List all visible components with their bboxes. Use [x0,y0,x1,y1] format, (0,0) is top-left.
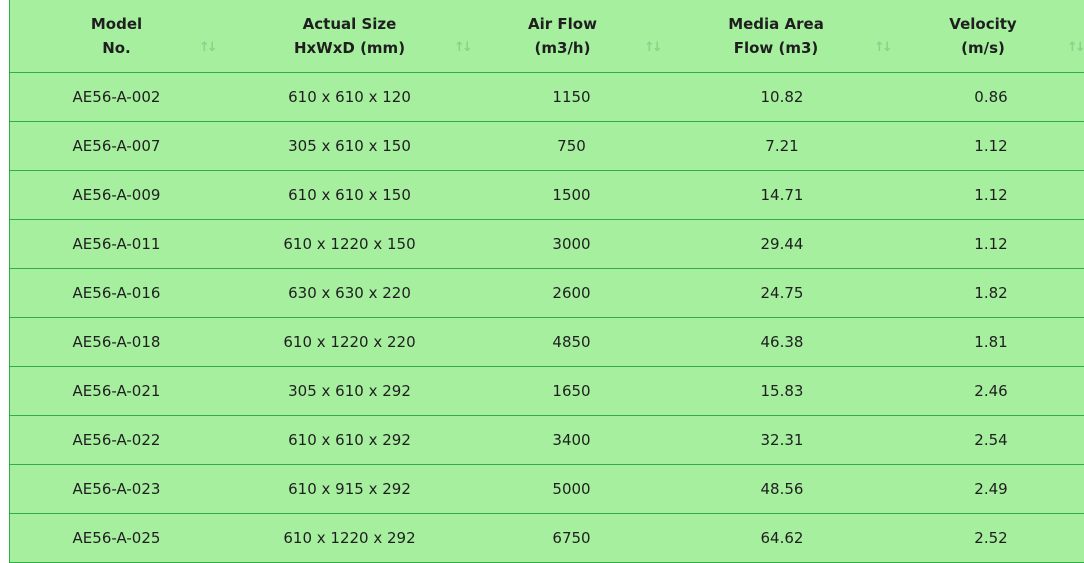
cell-velocity: 1.81 [897,317,1084,367]
cell-air-flow: 3000 [476,219,667,269]
header-label-line1: Model [90,15,143,33]
cell-model-no: AE56-A-009 [10,170,223,220]
cell-model-no: AE56-A-023 [10,464,223,514]
cell-velocity: 2.49 [897,464,1084,514]
cell-velocity: 2.54 [897,415,1084,465]
cell-actual-size: 610 x 1220 x 292 [223,513,476,563]
cell-air-flow: 4850 [476,317,667,367]
cell-model-no: AE56-A-018 [10,317,223,367]
cell-model-no: AE56-A-016 [10,268,223,318]
header-label-line2: Flow (m3) [733,39,819,57]
table-row: AE56-A-007 305 x 610 x 150 750 7.21 1.12 [10,121,1084,171]
cell-air-flow: 1500 [476,170,667,220]
table-header-row: Model No. ↑↓ Actual Size HxWxD (mm) ↑↓ A… [10,0,1084,73]
table-row: AE56-A-018 610 x 1220 x 220 4850 46.38 1… [10,317,1084,367]
table-row: AE56-A-016 630 x 630 x 220 2600 24.75 1.… [10,268,1084,318]
cell-media-area: 10.82 [667,72,897,122]
cell-actual-size: 610 x 610 x 292 [223,415,476,465]
header-label-line2: HxWxD (mm) [293,39,406,57]
header-media-area[interactable]: Media Area Flow (m3) ↑↓ [667,0,897,73]
table-row: AE56-A-002 610 x 610 x 120 1150 10.82 0.… [10,72,1084,122]
cell-media-area: 14.71 [667,170,897,220]
cell-model-no: AE56-A-007 [10,121,223,171]
table-row: AE56-A-025 610 x 1220 x 292 6750 64.62 2… [10,513,1084,563]
header-label-line2: (m3/h) [534,39,591,57]
cell-media-area: 48.56 [667,464,897,514]
cell-media-area: 7.21 [667,121,897,171]
table-row: AE56-A-023 610 x 915 x 292 5000 48.56 2.… [10,464,1084,514]
header-label-line1: Actual Size [302,15,397,33]
cell-actual-size: 610 x 1220 x 150 [223,219,476,269]
table-row: AE56-A-011 610 x 1220 x 150 3000 29.44 1… [10,219,1084,269]
cell-air-flow: 6750 [476,513,667,563]
cell-velocity: 0.86 [897,72,1084,122]
sort-arrows-icon[interactable]: ↑↓ [644,40,663,55]
cell-actual-size: 305 x 610 x 292 [223,366,476,416]
cell-air-flow: 2600 [476,268,667,318]
cell-actual-size: 610 x 915 x 292 [223,464,476,514]
header-label-line1: Velocity [949,15,1017,33]
sort-arrows-icon[interactable]: ↑↓ [1067,40,1084,55]
cell-air-flow: 1150 [476,72,667,122]
header-label-line2: (m/s) [961,39,1005,57]
cell-velocity: 1.12 [897,121,1084,171]
cell-actual-size: 610 x 610 x 120 [223,72,476,122]
table-row: AE56-A-009 610 x 610 x 150 1500 14.71 1.… [10,170,1084,220]
cell-velocity: 1.82 [897,268,1084,318]
sort-arrows-icon[interactable]: ↑↓ [454,40,473,55]
cell-media-area: 24.75 [667,268,897,318]
cell-air-flow: 5000 [476,464,667,514]
cell-media-area: 15.83 [667,366,897,416]
header-actual-size[interactable]: Actual Size HxWxD (mm) ↑↓ [223,0,476,73]
sort-arrows-icon[interactable]: ↑↓ [199,40,218,55]
cell-model-no: AE56-A-002 [10,72,223,122]
header-label-line1: Media Area [728,15,824,33]
header-velocity[interactable]: Velocity (m/s) ↑↓ [897,0,1084,73]
cell-air-flow: 3400 [476,415,667,465]
cell-media-area: 32.31 [667,415,897,465]
cell-actual-size: 610 x 1220 x 220 [223,317,476,367]
cell-air-flow: 750 [476,121,667,171]
header-air-flow[interactable]: Air Flow (m3/h) ↑↓ [476,0,667,73]
sort-arrows-icon[interactable]: ↑↓ [874,40,893,55]
cell-model-no: AE56-A-022 [10,415,223,465]
cell-model-no: AE56-A-025 [10,513,223,563]
cell-actual-size: 630 x 630 x 220 [223,268,476,318]
cell-media-area: 46.38 [667,317,897,367]
cell-air-flow: 1650 [476,366,667,416]
header-model-no[interactable]: Model No. ↑↓ [10,0,223,73]
cell-model-no: AE56-A-011 [10,219,223,269]
cell-velocity: 1.12 [897,170,1084,220]
table-row: AE56-A-021 305 x 610 x 292 1650 15.83 2.… [10,366,1084,416]
cell-media-area: 64.62 [667,513,897,563]
header-label-line2: No. [102,39,131,57]
cell-media-area: 29.44 [667,219,897,269]
cell-model-no: AE56-A-021 [10,366,223,416]
cell-actual-size: 610 x 610 x 150 [223,170,476,220]
header-label-line1: Air Flow [528,15,597,33]
product-table-container: Model No. ↑↓ Actual Size HxWxD (mm) ↑↓ A… [9,0,1084,563]
table-row: AE56-A-022 610 x 610 x 292 3400 32.31 2.… [10,415,1084,465]
cell-actual-size: 305 x 610 x 150 [223,121,476,171]
cell-velocity: 1.12 [897,219,1084,269]
product-table: Model No. ↑↓ Actual Size HxWxD (mm) ↑↓ A… [10,0,1084,563]
cell-velocity: 2.46 [897,366,1084,416]
cell-velocity: 2.52 [897,513,1084,563]
